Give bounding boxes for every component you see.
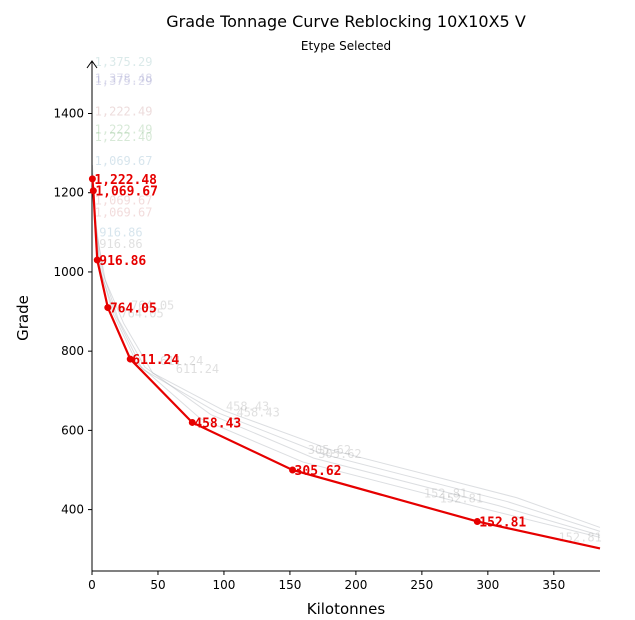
data-label: 305.62 [295, 464, 342, 479]
data-point [289, 466, 297, 474]
background-value-label: 611.24 [176, 362, 219, 376]
data-label: 611.24 [132, 353, 179, 368]
data-point [93, 256, 101, 264]
x-tick-label: 350 [542, 578, 565, 592]
background-value-label: 458.43 [237, 406, 280, 420]
background-value-label: 611.24 [160, 354, 203, 368]
background-value-label: 1,069.67 [95, 205, 153, 219]
background-value-label: 916.86 [99, 237, 142, 251]
y-tick-label: 400 [61, 503, 84, 517]
data-point [104, 304, 112, 312]
background-value-label: 1,069.67 [95, 194, 153, 208]
data-label: 764.05 [110, 302, 157, 317]
x-tick-label: 200 [344, 578, 367, 592]
axis-ticks: 0 50 100 150 200 250 300 350 400 600 800 1000 1200 14… [53, 106, 565, 592]
chart-subtitle: Etype Selected [301, 39, 391, 53]
background-curves: 1,375.291,378.481,375.291,222.491,222.49… [91, 55, 602, 544]
background-value-label: 152.81 [440, 491, 483, 505]
background-value-label: 1,378.48 [95, 72, 153, 86]
background-value-label: 764.05 [120, 306, 163, 320]
background-value-label: 916.86 [99, 225, 142, 239]
x-tick-label: 0 [88, 578, 96, 592]
background-curve-line [91, 188, 601, 528]
background-value-label: 305.62 [308, 443, 351, 457]
background-curve-line [91, 164, 601, 536]
y-axis-arrow [86, 60, 98, 69]
data-point [89, 187, 97, 195]
x-tick-label: 100 [212, 578, 235, 592]
x-tick-label: 300 [476, 578, 499, 592]
background-value-label: 764.05 [131, 299, 174, 313]
data-point [188, 418, 196, 426]
y-axis-label: Grade [14, 295, 32, 341]
background-value-label: 1,069.67 [95, 154, 153, 168]
y-tick-label: 1200 [53, 186, 84, 200]
background-value-label: 152.81 [558, 530, 601, 544]
y-tick-label: 1400 [53, 106, 84, 120]
x-tick-label: 250 [410, 578, 433, 592]
data-point [88, 175, 96, 183]
background-value-label: 1,222.49 [95, 122, 153, 136]
x-tick-label: 150 [278, 578, 301, 592]
data-point [126, 355, 134, 363]
data-label: 1,069.67 [95, 185, 158, 200]
x-axis-label: Kilotonnes [307, 600, 386, 618]
data-label: 916.86 [99, 254, 146, 269]
chart-title: Grade Tonnage Curve Reblocking 10X10X5 V [166, 12, 526, 31]
data-point [473, 517, 481, 525]
background-value-label: 1,375.29 [95, 55, 153, 69]
background-value-label: 1,222.49 [95, 104, 153, 118]
y-tick-label: 800 [61, 344, 84, 358]
x-tick-label: 50 [150, 578, 165, 592]
y-tick-label: 1000 [53, 265, 84, 279]
background-value-label: 305.62 [318, 447, 361, 461]
y-tick-label: 600 [61, 423, 84, 437]
background-value-label: 152.81 [424, 487, 467, 501]
data-label: 1,222.48 [94, 173, 157, 188]
background-value-label: 458.43 [226, 400, 269, 414]
data-label: 152.81 [479, 515, 526, 530]
data-label: 458.43 [194, 416, 241, 431]
background-value-label: 1,222.40 [95, 130, 153, 144]
data-series: 1,222.481,069.67916.86764.05611.24458.43… [88, 173, 601, 550]
background-value-label: 1,375.29 [95, 74, 153, 88]
